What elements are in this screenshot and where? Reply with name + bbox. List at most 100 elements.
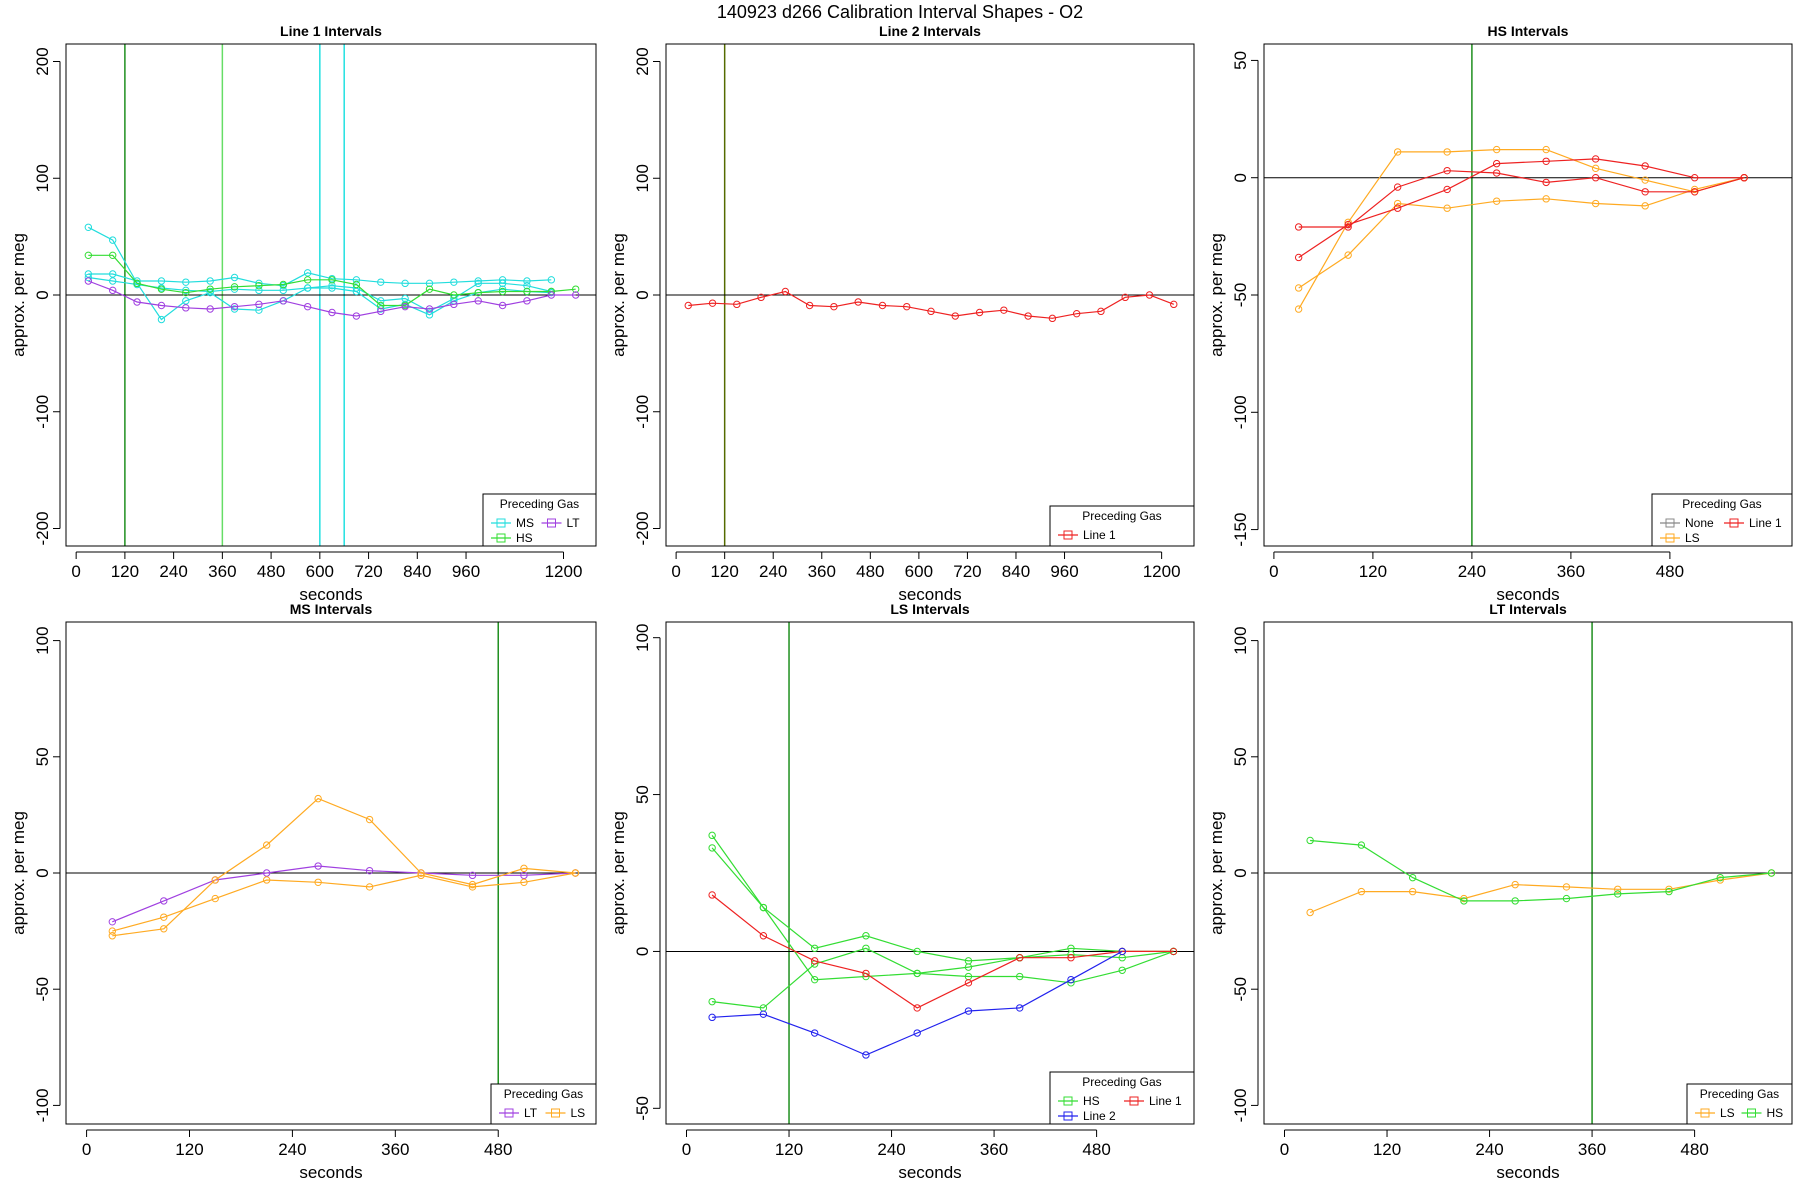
data-point: [913, 947, 921, 956]
x-tick-label: 480: [856, 562, 884, 581]
x-tick-label: 480: [257, 562, 285, 581]
x-tick-label: 120: [1373, 1140, 1401, 1159]
data-point: [157, 285, 166, 293]
data-point: [108, 927, 117, 935]
data-point: [314, 878, 322, 886]
series-line: [711, 894, 1174, 1009]
data-point: [1067, 975, 1075, 984]
data-point: [468, 871, 477, 880]
data-point: [255, 306, 263, 314]
y-axis-label: approx. per meg: [1207, 233, 1226, 357]
x-axis-label: seconds: [1496, 1163, 1559, 1182]
data-point: [520, 871, 528, 880]
y-axis: -100 -50 0 50 100 approx. per meg: [1207, 626, 1259, 1122]
y-axis: -50 0 50 100 approx. per meg: [609, 624, 661, 1121]
series-line: [1298, 170, 1745, 228]
data-point: [1562, 894, 1571, 903]
y-tick-label: -100: [633, 395, 652, 429]
data-point: [109, 277, 117, 285]
data-point: [182, 278, 190, 286]
data-point: [708, 1013, 716, 1022]
x-tick-label: 0: [82, 1140, 91, 1159]
x-tick-label: 240: [159, 562, 187, 581]
data-point: [365, 815, 374, 824]
x-tick-label: 120: [111, 562, 139, 581]
data-point: [1118, 966, 1126, 974]
x-tick-label: 960: [1050, 562, 1078, 581]
y-tick-label: 0: [33, 290, 52, 299]
data-point: [708, 299, 717, 307]
data-point: [109, 236, 117, 244]
data-point: [708, 997, 716, 1006]
x-tick-label: 840: [403, 562, 431, 581]
data-point: [781, 287, 790, 296]
data-point: [523, 281, 531, 290]
data-point: [1121, 293, 1129, 302]
data-point: [160, 897, 168, 905]
x-axis-label: seconds: [1496, 585, 1559, 604]
data-point: [255, 281, 263, 290]
x-axis-label: seconds: [898, 585, 961, 604]
data-point: [1408, 873, 1417, 882]
data-point: [328, 284, 336, 292]
x-tick-label: 720: [354, 562, 382, 581]
x-tick-label: 360: [980, 1140, 1008, 1159]
legend-entry: LT: [499, 1106, 538, 1120]
y-tick-label: 100: [33, 626, 52, 654]
x-axis: 0 120 240 360 480 seconds: [1280, 1129, 1709, 1182]
data-point: [303, 269, 312, 277]
data-point: [571, 285, 580, 293]
y-axis-label: approx. per meg: [9, 233, 28, 357]
data-point: [474, 297, 482, 305]
chart-panel: Line 1 Intervals 0 120 240 360 480 600 720 840 96…: [9, 23, 597, 604]
legend-label: Line 1: [1083, 528, 1116, 542]
data-point: [1357, 887, 1366, 896]
data-point: [328, 281, 336, 290]
x-tick-label: 1200: [545, 562, 583, 581]
data-point: [927, 307, 935, 316]
data-point: [805, 301, 814, 310]
legend-entry: LT: [541, 516, 580, 530]
panel-title: Line 2 Intervals: [879, 23, 981, 39]
legend-swatch-marker: [1063, 1111, 1073, 1121]
series-line: [1298, 177, 1745, 289]
data-point: [1591, 155, 1600, 163]
legend-box: [482, 493, 597, 547]
data-point: [547, 291, 556, 299]
data-point: [862, 932, 870, 940]
data-point: [854, 298, 862, 306]
data-point: [133, 279, 141, 288]
x-axis-label: seconds: [299, 1163, 362, 1182]
data-point: [757, 293, 765, 302]
data-point: [1614, 885, 1622, 893]
panel-title: Line 1 Intervals: [280, 23, 382, 39]
legend-label: Line 1: [1149, 1094, 1182, 1108]
data-point: [450, 300, 458, 309]
data-point: [425, 285, 434, 293]
data-point: [211, 876, 219, 884]
data-point: [975, 308, 984, 317]
data-point: [328, 276, 336, 284]
data-point: [425, 305, 434, 313]
y-tick-label: 50: [33, 747, 52, 766]
data-point: [520, 864, 528, 873]
x-tick-label: 360: [808, 562, 836, 581]
data-point: [133, 298, 141, 306]
data-point: [255, 300, 263, 309]
data-point: [377, 307, 385, 316]
legend: Preceding Gas Line 1: [1049, 505, 1195, 547]
data-point: [108, 932, 117, 940]
plot-frame: [65, 43, 597, 547]
data-point: [1344, 251, 1352, 259]
data-point: [1443, 204, 1451, 212]
data-point: [862, 944, 870, 952]
data-point: [1408, 887, 1417, 896]
data-point: [84, 273, 93, 282]
legend-swatch-marker: [496, 533, 506, 543]
x-tick-label: 360: [1557, 562, 1585, 581]
data-point: [1690, 188, 1699, 196]
series-line: [88, 280, 576, 317]
data-point: [1492, 159, 1501, 168]
series-line: [712, 950, 1123, 1056]
